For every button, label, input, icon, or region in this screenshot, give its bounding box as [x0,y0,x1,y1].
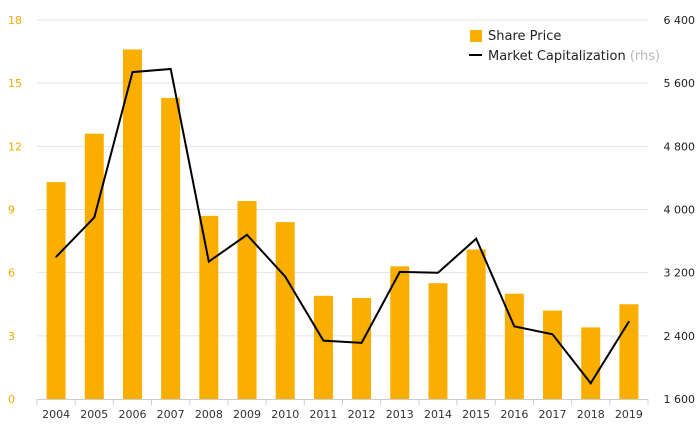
market-cap-point [551,333,554,336]
market-cap-point [475,237,477,240]
market-cap-line [55,67,630,385]
share-price-bars [46,49,639,400]
x-tick-label: 2019 [615,408,643,421]
x-tick-label: 2013 [386,408,414,421]
share-price-bar [619,304,639,399]
market-cap-point [360,342,363,344]
share-price-bar [199,215,219,399]
share-price-bar [84,133,104,399]
market-cap-point [55,256,57,258]
x-tick-label: 2011 [309,408,337,421]
legend-label-share-price: Share Price [488,29,561,44]
market-cap-point [322,339,325,342]
market-cap-point [513,325,516,328]
x-tick-label: 2009 [233,408,261,421]
y-right-tick-label: 2 400 [664,330,696,343]
y-left-tick-label: 18 [8,14,22,27]
y-left-tick-label: 15 [8,77,22,90]
x-tick-label: 2005 [80,408,108,421]
market-cap-point [437,271,439,274]
share-price-bar [161,97,181,400]
x-tick-label: 2012 [348,408,376,421]
x-tick-label: 2010 [271,408,299,421]
y-right-tick-label: 3 200 [664,267,696,280]
y-left-tick-label: 6 [8,267,15,280]
market-cap-point [131,71,134,73]
x-tick-label: 2017 [539,408,567,421]
y-right-tick-label: 1 600 [664,393,696,406]
share-price-bar [237,201,257,399]
y-right-tick-label: 6 400 [664,14,696,27]
share-price-bar [352,297,372,399]
legend: Share Price Market Capitalization (rhs) [469,29,660,64]
y-left-tick-label: 12 [8,140,22,153]
x-tick-label: 2008 [195,408,223,421]
x-tick-label: 2018 [577,408,605,421]
y-left-tick-label: 3 [8,330,15,343]
share-price-bar [390,266,410,399]
legend-rhs-note: (rhs) [626,49,660,64]
market-cap-point [169,68,172,70]
x-tick-label: 2006 [118,408,146,421]
x-tick-label: 2016 [500,408,528,421]
legend-swatch-share-price [470,30,482,42]
y-right-tick-label: 4 000 [664,204,696,217]
share-price-bar [428,283,448,399]
market-cap-point [246,233,248,236]
y-left-tick-label: 0 [8,393,15,406]
market-cap-point [93,216,96,219]
share-price-bar [275,222,295,399]
share-price-bar [466,249,486,399]
legend-label-market-cap: Market Capitalization (rhs) [488,49,660,64]
share-price-bar [122,49,142,399]
x-tick-label: 2007 [157,408,185,421]
market-cap-point [398,271,401,273]
x-tick-label: 2015 [462,408,490,421]
y-right-tick-label: 5 600 [664,77,696,90]
share-price-bar [581,327,601,399]
market-cap-point [208,260,210,263]
y-left-tick-label: 9 [8,204,15,217]
axes: 0 1 600 3 2 400 6 3 200 9 4 000 12 4 800 15 5 600 18… [8,14,695,421]
market-cap-point [628,320,630,323]
share-price-bar [504,293,524,399]
share-price-bar [313,295,333,399]
market-cap-point [589,382,592,385]
share-price-bar [46,182,66,399]
x-tick-label: 2004 [42,408,70,421]
market-cap-point [284,275,287,278]
market-cap-series-line [55,67,630,385]
share-price-bar [543,310,563,399]
y-right-tick-label: 4 800 [664,140,696,153]
x-tick-label: 2014 [424,408,452,421]
